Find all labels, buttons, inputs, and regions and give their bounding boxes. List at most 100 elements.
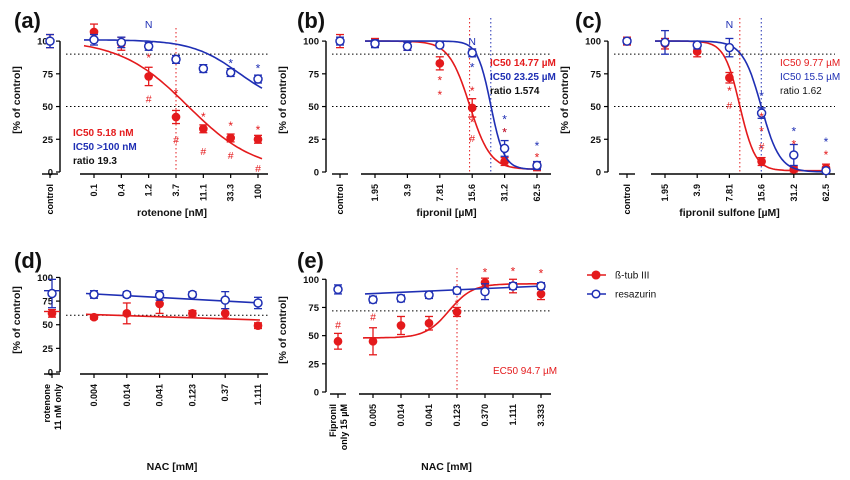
data-point [226, 133, 236, 143]
significance-mark: N [145, 19, 153, 31]
x-tick-label: 0.041 [155, 384, 165, 407]
data-point [89, 35, 99, 45]
x-tick-label: 0.4 [116, 184, 126, 197]
stat-text: IC50 23.25 µM [490, 72, 556, 83]
control-point [47, 288, 57, 299]
control-label-line: Fipronil [328, 404, 338, 437]
x-tick-label: 3.7 [171, 184, 181, 197]
data-point [536, 281, 546, 291]
data-point [171, 54, 181, 65]
data-point [220, 295, 230, 305]
panel-label: (b) [297, 8, 325, 33]
y-tick-label: 25 [42, 344, 53, 355]
significance-mark: # [469, 133, 475, 145]
data-point [424, 318, 434, 328]
data-point [396, 293, 406, 304]
x-tick-label: 100 [253, 184, 263, 199]
panel-label: (c) [575, 8, 602, 33]
y-axis-label: [% of control] [277, 296, 289, 364]
data-point [122, 309, 132, 318]
x-tick-label: 0.014 [122, 384, 132, 407]
data-point [198, 124, 208, 134]
significance-mark: # [335, 319, 341, 331]
x-tick-label: 15.6 [757, 184, 767, 202]
data-point [122, 289, 132, 300]
x-tick-label: 3.333 [536, 404, 546, 427]
x-tick-label: 1.2 [144, 184, 154, 197]
y-tick-label: 75 [590, 69, 601, 80]
significance-mark: * [437, 88, 442, 102]
y-tick-label: 25 [308, 359, 319, 370]
x-tick-label: 62.5 [821, 184, 831, 202]
significance-mark: * [174, 86, 179, 100]
significance-mark: * [791, 124, 796, 138]
significance-mark: # [726, 100, 732, 112]
data-point [532, 160, 542, 171]
significance-mark: # [200, 146, 206, 158]
significance-mark: * [256, 123, 261, 137]
fit-curve-btub [85, 313, 261, 321]
significance-mark: * [511, 264, 516, 278]
data-point [725, 73, 734, 83]
x-axis-label: NAC [mM] [421, 461, 472, 473]
y-axis-label: [% of control] [11, 66, 23, 134]
data-point [499, 143, 510, 154]
control-label-line: rotenone [42, 384, 52, 423]
y-tick-label: 100 [303, 275, 319, 286]
y-tick-label: 100 [303, 37, 319, 48]
y-tick-label: 75 [42, 297, 53, 308]
data-point [757, 157, 766, 166]
data-point [253, 134, 263, 144]
control-tick-label: Fipronilonly 15 µM [328, 404, 349, 450]
data-point [154, 290, 165, 301]
y-axis-label: [% of control] [559, 66, 571, 134]
significance-mark: * [502, 126, 507, 140]
significance-mark: N [468, 36, 476, 48]
significance-mark: * [535, 139, 540, 153]
x-tick-label: 0.004 [89, 384, 99, 407]
significance-mark: N [726, 19, 734, 31]
data-point [435, 40, 445, 50]
y-tick-label: 75 [308, 69, 319, 80]
legend-label: resazurin [615, 290, 656, 301]
control-point [335, 36, 345, 46]
y-tick-label: 75 [42, 69, 53, 80]
data-point [144, 72, 154, 81]
significance-mark: * [483, 266, 488, 280]
y-tick-label: 0 [596, 168, 601, 179]
control-label-line: control [622, 184, 632, 215]
data-point [116, 37, 127, 48]
data-point [756, 108, 767, 118]
x-axis-label: NAC [mM] [147, 461, 198, 473]
control-tick-label: control [335, 184, 345, 215]
significance-mark: * [228, 56, 233, 70]
data-point [171, 112, 181, 122]
data-point [467, 48, 477, 58]
x-tick-label: 3.9 [692, 184, 702, 197]
x-tick-label: 0.1 [89, 184, 99, 197]
x-tick-label: 15.6 [467, 184, 477, 202]
x-tick-label: 7.81 [724, 184, 734, 202]
data-point [188, 309, 197, 318]
stat-text: IC50 15.5 µM [780, 72, 840, 83]
control-point [333, 284, 343, 295]
x-tick-label: 1.111 [508, 404, 518, 426]
x-tick-label: 31.2 [500, 184, 510, 202]
fit-curve-btub [83, 44, 263, 160]
y-tick-label: 25 [308, 135, 319, 146]
data-point [660, 37, 670, 48]
control-point [47, 309, 57, 318]
significance-mark: # [146, 94, 152, 106]
significance-mark: * [824, 135, 829, 149]
control-tick-label: control [622, 184, 632, 215]
data-point [368, 294, 378, 305]
x-tick-label: 62.5 [532, 184, 542, 202]
y-tick-label: 100 [37, 273, 53, 284]
data-point [435, 58, 445, 68]
data-point [396, 321, 406, 330]
data-point [187, 289, 198, 300]
significance-mark: * [256, 62, 261, 76]
y-tick-label: 50 [590, 102, 601, 113]
data-point [198, 63, 209, 74]
